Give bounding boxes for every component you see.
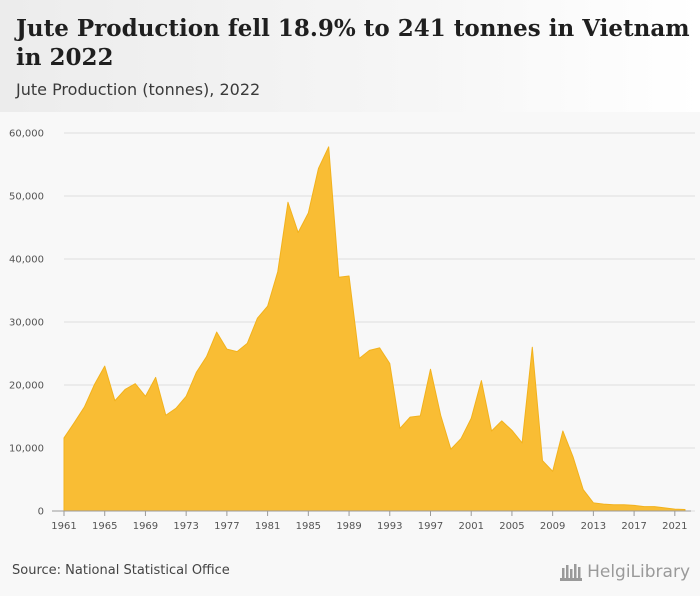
data-point [266, 305, 268, 307]
data-point [93, 383, 95, 385]
data-point [389, 362, 391, 364]
y-tick-label: 20,000 [9, 381, 44, 392]
data-point [144, 395, 146, 397]
data-point [572, 456, 574, 458]
data-point [653, 505, 655, 507]
x-tick-label: 2013 [581, 521, 606, 532]
data-point [674, 508, 676, 510]
chart-title: Jute Production fell 18.9% to 241 tonnes… [16, 15, 690, 71]
x-tick-label: 1961 [51, 521, 76, 532]
x-tick-label: 1993 [377, 521, 402, 532]
data-point [490, 430, 492, 432]
x-tick-label: 1973 [173, 521, 198, 532]
data-point [124, 388, 126, 390]
x-tick-label: 1969 [133, 521, 158, 532]
data-point [216, 331, 218, 333]
data-point [368, 349, 370, 351]
data-point [623, 504, 625, 506]
data-point [185, 395, 187, 397]
area-series [63, 146, 686, 512]
data-point [246, 342, 248, 344]
x-tick-label: 1997 [418, 521, 443, 532]
x-tick-label: 2009 [540, 521, 565, 532]
library-icon [560, 564, 583, 581]
x-tick-label: 1965 [92, 521, 117, 532]
data-point [541, 459, 543, 461]
data-point [154, 376, 156, 378]
data-point [409, 416, 411, 418]
data-point [83, 406, 85, 408]
data-point [592, 502, 594, 504]
data-point [165, 414, 167, 416]
data-point [633, 504, 635, 506]
x-tick-label: 1985 [296, 521, 321, 532]
data-point [378, 347, 380, 349]
data-point [562, 430, 564, 432]
data-point [358, 357, 360, 359]
data-point [287, 201, 289, 203]
data-point [114, 400, 116, 402]
data-point [419, 415, 421, 417]
y-tick-label: 30,000 [9, 318, 44, 329]
data-point [613, 504, 615, 506]
data-point [277, 270, 279, 272]
data-point [439, 414, 441, 416]
y-axis-labels: 0 10,000 20,000 30,000 40,000 50,000 60,000 [9, 129, 44, 518]
data-point [297, 231, 299, 233]
source-note: Source: National Statistical Office [12, 563, 230, 578]
data-point [684, 508, 686, 510]
data-point [307, 212, 309, 214]
x-tick-label: 2017 [621, 521, 646, 532]
data-point [582, 488, 584, 490]
y-tick-label: 50,000 [9, 192, 44, 203]
data-point [327, 146, 329, 148]
data-point [205, 355, 207, 357]
y-tick-label: 40,000 [9, 255, 44, 266]
data-point [317, 167, 319, 169]
header: Jute Production fell 18.9% to 241 tonnes… [0, 0, 700, 112]
area-chart: 0 10,000 20,000 30,000 40,000 50,000 60,000 19… [9, 129, 695, 532]
data-point [450, 448, 452, 450]
data-point [501, 420, 503, 422]
x-tick-label: 2001 [458, 521, 483, 532]
data-point [470, 417, 472, 419]
footer [0, 552, 700, 596]
data-point [511, 429, 513, 431]
data-point [663, 507, 665, 509]
data-point [134, 383, 136, 385]
x-tick-label: 2005 [499, 521, 524, 532]
x-tick-label: 1989 [336, 521, 361, 532]
x-tick-label: 1977 [214, 521, 239, 532]
data-point [338, 276, 340, 278]
data-point [256, 317, 258, 319]
y-tick-label: 60,000 [9, 129, 44, 140]
data-point [602, 503, 604, 505]
data-point [521, 442, 523, 444]
brand-logo: HelgiLibrary [559, 560, 690, 584]
data-point [63, 437, 65, 439]
data-point [348, 275, 350, 277]
data-point [73, 422, 75, 424]
data-point [399, 427, 401, 429]
data-point [551, 470, 553, 472]
y-tick-label: 0 [38, 507, 44, 518]
data-point [460, 437, 462, 439]
x-tick-label: 2021 [662, 521, 687, 532]
data-point [236, 350, 238, 352]
y-tick-label: 10,000 [9, 444, 44, 455]
data-point [175, 407, 177, 409]
brand-name: HelgiLibrary [587, 562, 690, 582]
x-tick-label: 1981 [255, 521, 280, 532]
data-point [195, 371, 197, 373]
data-point [480, 379, 482, 381]
area-fill [63, 146, 686, 512]
data-point [531, 346, 533, 348]
data-point [429, 368, 431, 370]
data-point [643, 505, 645, 507]
data-point [104, 365, 106, 367]
data-point [226, 348, 228, 350]
chart-subtitle: Jute Production (tonnes), 2022 [16, 80, 261, 99]
x-axis: 1961 1965 1969 1973 1977 1981 1985 1989 1993 1997… [51, 510, 691, 532]
